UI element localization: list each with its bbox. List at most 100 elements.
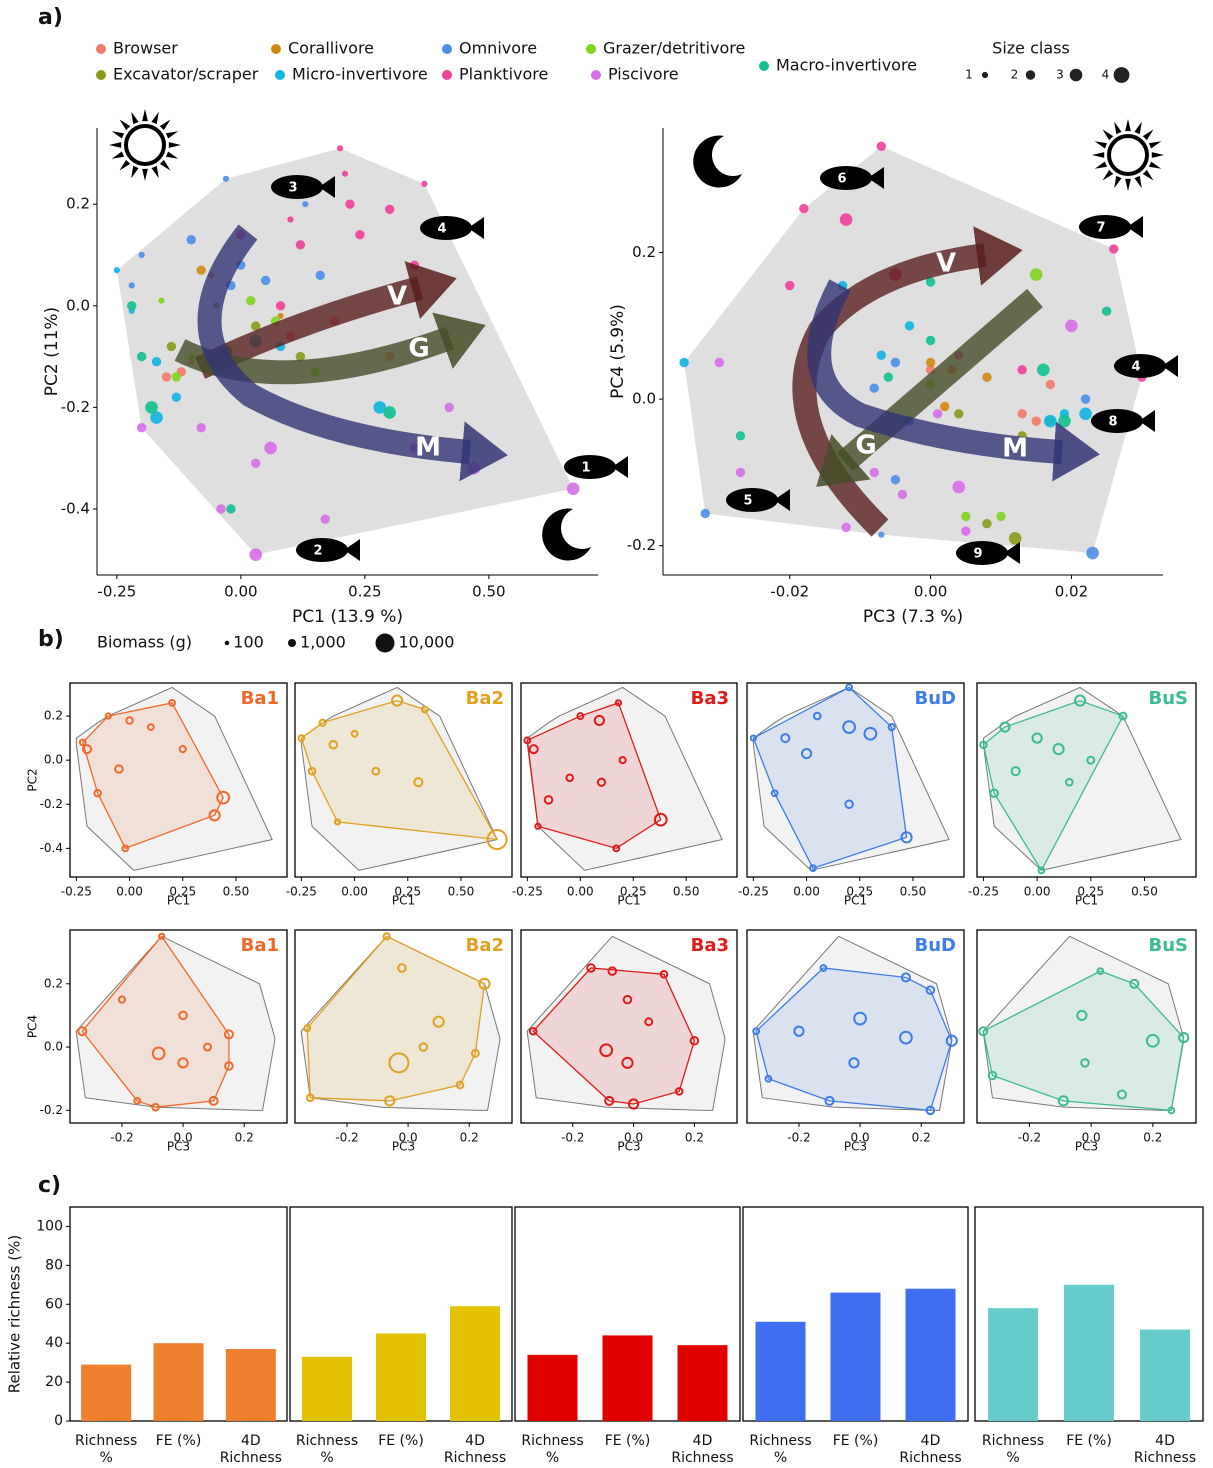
species-point [1073, 694, 1087, 707]
species-point [478, 977, 491, 990]
y-tick-label: 40 [45, 1335, 63, 1351]
sun-ray [1142, 169, 1154, 181]
fish-label: 9 [973, 547, 982, 562]
species-point [1079, 407, 1092, 421]
size-legend-label: 1,000 [300, 633, 346, 652]
fish-icon: 2 [296, 538, 360, 562]
species-point [333, 818, 342, 826]
sun-ray [165, 131, 179, 139]
site-hull [755, 967, 953, 1112]
site-hull [300, 699, 499, 841]
x-tick-label: FE (%) [378, 1433, 424, 1449]
species-point [1037, 866, 1046, 875]
species-point [295, 351, 306, 362]
species-point [844, 799, 854, 810]
moon-icon [693, 135, 742, 188]
legend-marker [586, 44, 596, 54]
fish-icon: 8 [1091, 409, 1155, 433]
y-tick-label: -0.2 [40, 797, 63, 811]
species-point [890, 475, 901, 485]
species-point [297, 734, 306, 742]
site-hull [526, 702, 662, 850]
species-point [78, 738, 87, 747]
species-point [899, 1030, 913, 1045]
species-point [565, 773, 574, 783]
sun-ray [109, 142, 122, 148]
species-point [799, 203, 809, 214]
species-point [1029, 268, 1043, 281]
species-point [878, 531, 885, 538]
fish-label: 4 [437, 222, 446, 237]
x-tick-label: 0.2 [1143, 1131, 1162, 1145]
y-axis-label: PC4 [26, 1015, 40, 1038]
y-axis-label: PC2 [26, 768, 40, 791]
trait-arrow [807, 279, 1100, 482]
sun-ray [1102, 169, 1114, 181]
sun-ray [142, 109, 148, 122]
sun-disc [1107, 134, 1149, 176]
legend-marker [275, 70, 285, 80]
x-tick-label: 0.2 [235, 1131, 254, 1145]
plot-frame [746, 682, 965, 878]
plot-frame [520, 682, 738, 878]
x-axis-label: PC3 [1075, 1140, 1098, 1154]
species-point [166, 341, 177, 352]
species-point [113, 267, 120, 274]
y-tick-label: -0.2 [61, 398, 90, 416]
species-point [1116, 1089, 1128, 1100]
x-tick-label: 0.25 [348, 583, 381, 601]
y-tick-label: 0.2 [66, 195, 90, 213]
x-tick-label: -0.25 [968, 885, 999, 899]
species-point [413, 777, 424, 788]
species-point [224, 1061, 234, 1071]
site-hull [982, 970, 1185, 1112]
sun-ray [1092, 152, 1105, 158]
species-point [945, 1034, 958, 1047]
x-tick-label: 0.25 [620, 885, 647, 899]
species-point [81, 744, 93, 755]
legend-label: Excavator/scraper [113, 65, 259, 84]
species-point [1017, 409, 1027, 419]
fish-body [1114, 354, 1166, 378]
size-legend-label: 100 [233, 633, 264, 652]
bar [1140, 1329, 1190, 1421]
species-point [196, 422, 206, 433]
x-tick-label: 0.00 [1024, 885, 1051, 899]
species-point [978, 1026, 989, 1037]
y-tick-label: 0.0 [66, 296, 90, 314]
species-point [171, 392, 182, 402]
x-tick-label: -0.2 [335, 1131, 358, 1145]
legend-marker [759, 61, 769, 71]
species-point [785, 280, 795, 291]
species-point [1010, 766, 1021, 777]
species-point [996, 511, 1006, 522]
x-tick-label: 0.25 [1077, 885, 1104, 899]
species-point [409, 260, 420, 270]
sun-disc [124, 124, 166, 166]
x-tick-label: 0.50 [223, 885, 250, 899]
x-tick-label: 4D Richness [899, 1433, 962, 1466]
sun-ray [1094, 141, 1108, 149]
species-point [848, 1057, 860, 1069]
species-point [1178, 1031, 1190, 1044]
x-tick-label: 0.0 [174, 1131, 193, 1145]
species-point [528, 744, 539, 755]
species-point [576, 712, 585, 720]
species-point [586, 963, 596, 973]
species-point [599, 1043, 614, 1058]
x-axis-label: PC3 [617, 1140, 640, 1154]
trait-arrow [197, 224, 508, 482]
fish-tail [612, 456, 628, 478]
species-point [328, 739, 339, 750]
species-point [900, 972, 911, 983]
size-legend-marker [1069, 68, 1083, 82]
species-point [158, 297, 165, 304]
species-point [77, 1026, 88, 1037]
species-point [812, 711, 822, 721]
species-point [845, 683, 854, 692]
site-title: Ba1 [241, 935, 279, 956]
species-point [925, 985, 936, 995]
x-axis-label: PC3 (7.3 %) [863, 607, 963, 627]
fish-icon: 6 [820, 166, 884, 190]
y-tick-label: 80 [45, 1257, 63, 1273]
